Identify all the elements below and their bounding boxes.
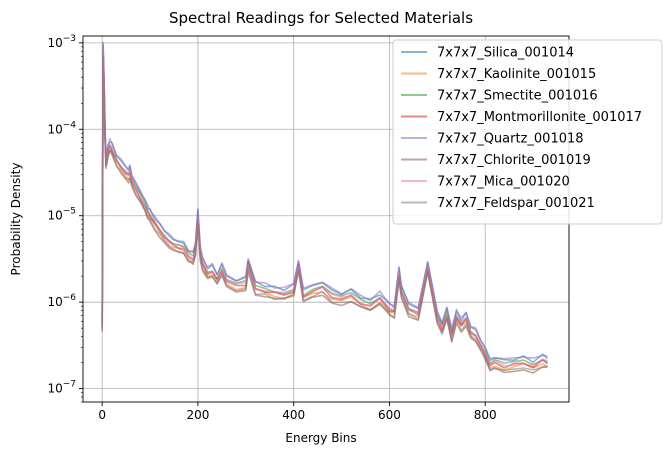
- y-axis: 10−710−610−510−410−3: [47, 34, 83, 403]
- legend-frame: [392, 39, 663, 225]
- y-tick-label: 10−5: [47, 207, 76, 223]
- legend-entry: 7x7x7_Smectite_001016: [437, 89, 598, 104]
- y-tick-base: 10: [47, 122, 62, 136]
- legend-entry: 7x7x7_Kaolinite_001015: [437, 67, 596, 82]
- legend-entry: 7x7x7_Chlorite_001019: [437, 153, 591, 168]
- legend-entry: 7x7x7_Quartz_001018: [437, 132, 584, 147]
- x-tick-label: 200: [186, 408, 209, 422]
- y-tick-label: 10−4: [47, 120, 76, 136]
- legend-entry: 7x7x7_Montmorillonite_001017: [437, 110, 642, 125]
- y-tick-exponent: −4: [63, 120, 77, 130]
- y-tick-exponent: −5: [63, 207, 76, 217]
- x-tick-label: 800: [474, 408, 497, 422]
- legend-entry: 7x7x7_Mica_001020: [437, 175, 570, 190]
- y-tick-base: 10: [47, 382, 62, 396]
- y-tick-base: 10: [47, 295, 62, 309]
- y-tick-label: 10−6: [47, 293, 76, 309]
- chart-title: Spectral Readings for Selected Materials: [169, 9, 473, 27]
- x-tick-label: 0: [98, 408, 106, 422]
- y-tick-base: 10: [47, 36, 62, 50]
- y-tick-base: 10: [47, 209, 62, 223]
- legend-entry: 7x7x7_Feldspar_001021: [437, 196, 595, 211]
- legend: 7x7x7_Silica_001014 7x7x7_Kaolinite_00101…: [392, 39, 663, 225]
- y-tick-label: 10−7: [47, 380, 76, 396]
- series-line-8: [101, 55, 548, 372]
- x-tick-label: 400: [282, 408, 305, 422]
- x-axis-label: Energy Bins: [285, 431, 356, 445]
- y-tick-exponent: −6: [63, 293, 77, 303]
- plot-lines: [101, 41, 549, 374]
- y-tick-exponent: −7: [63, 380, 76, 390]
- y-axis-label: Probability Density: [9, 163, 23, 276]
- series-line-5: [101, 41, 548, 360]
- x-tick-label: 600: [378, 408, 401, 422]
- y-tick-exponent: −3: [63, 34, 76, 44]
- y-tick-label: 10−3: [47, 34, 76, 50]
- x-axis: 0 200 400 600 800: [98, 402, 497, 422]
- legend-entry: 7x7x7_Silica_001014: [437, 46, 574, 61]
- series-line-7: [101, 47, 548, 367]
